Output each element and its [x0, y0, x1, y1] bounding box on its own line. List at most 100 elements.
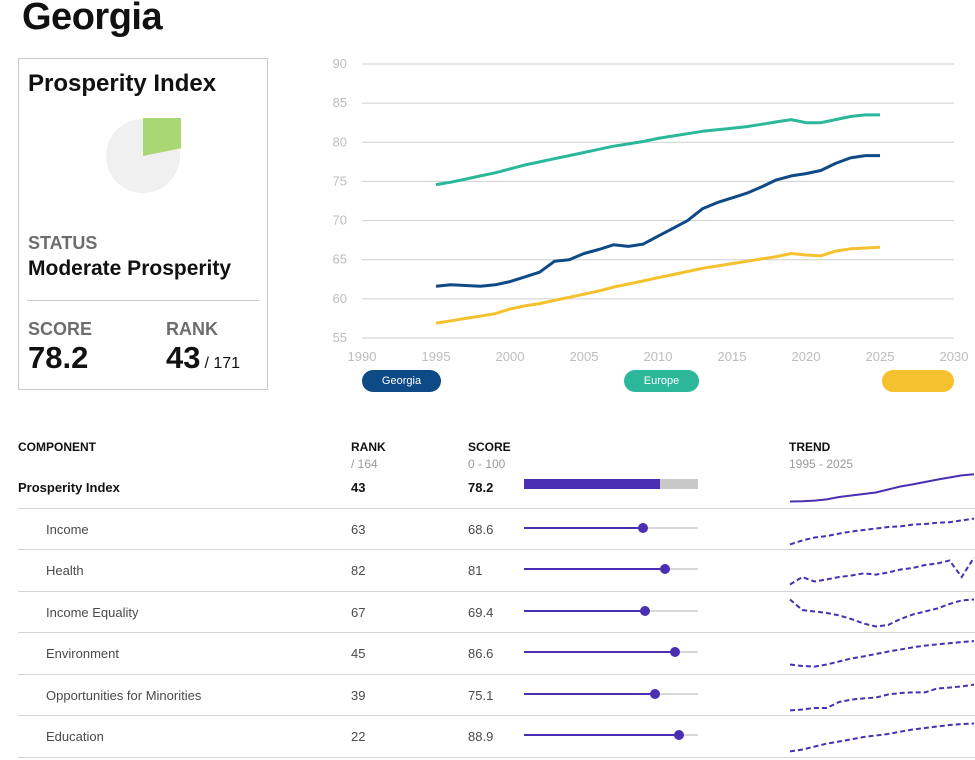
trend-line — [789, 556, 975, 586]
component-name: Income Equality — [46, 604, 139, 620]
series-line-series-2 — [435, 245, 881, 325]
score-dot — [639, 605, 650, 616]
pie-slice — [142, 118, 181, 156]
x-tick-label: 2030 — [940, 349, 969, 364]
legend-georgia[interactable]: Georgia — [362, 370, 441, 392]
line-chart: 55 60 65 70 75 80 85 90 1990 1995 2000 2005 2010 2015… — [333, 56, 969, 364]
y-tick-label: 90 — [333, 56, 347, 71]
score-dot — [659, 564, 670, 574]
trend-line — [789, 683, 975, 711]
y-tick-label: 85 — [333, 95, 347, 110]
country-title: Georgia — [22, 0, 163, 38]
header-trend-sub: 1995 - 2025 — [789, 457, 854, 471]
score-slider — [524, 730, 698, 740]
score-slider — [524, 605, 698, 616]
trend-sparkline — [789, 683, 975, 711]
score-slider — [524, 522, 698, 533]
component-score: 88.9 — [468, 729, 494, 744]
x-tick-label: 1995 — [422, 349, 451, 364]
trend-line — [789, 473, 975, 503]
score-bar-fill — [524, 479, 661, 489]
trend-line — [789, 517, 975, 545]
card-title: Prosperity Index — [28, 70, 217, 97]
trend-sparkline — [789, 722, 975, 753]
y-tick-label: 80 — [333, 134, 347, 149]
rank-value: 43/ 171 — [166, 340, 240, 376]
rank-total: / 171 — [204, 355, 241, 372]
component-name: Opportunities for Minorities — [46, 687, 202, 703]
table-row[interactable]: Health 82 81 — [18, 550, 975, 592]
score-dot — [649, 688, 660, 699]
trend-line — [789, 598, 975, 628]
component-name: Prosperity Index — [18, 480, 120, 495]
component-score: 69.4 — [468, 604, 494, 620]
x-tick-label: 2000 — [496, 349, 525, 364]
trend-sparkline — [789, 517, 975, 545]
component-score: 75.1 — [468, 687, 494, 703]
prosperity-card: Prosperity Index STATUS Moderate Prosper… — [18, 58, 268, 390]
header-component: COMPONENT — [18, 440, 96, 454]
score-fill — [524, 609, 645, 612]
component-name: Income — [46, 521, 89, 537]
y-tick-label: 55 — [333, 330, 347, 345]
x-tick-label: 2025 — [866, 349, 895, 364]
legend-other[interactable] — [882, 370, 954, 392]
rank-label: RANK — [166, 319, 218, 339]
header-score-sub: 0 - 100 — [468, 457, 506, 471]
component-rank: 67 — [351, 604, 366, 620]
trend-sparkline — [789, 598, 975, 628]
score-slider — [524, 564, 698, 574]
score-dot — [673, 730, 684, 740]
series-line-georgia — [435, 154, 880, 288]
score-value: 78.2 — [28, 340, 89, 375]
component-score: 68.6 — [468, 521, 494, 537]
table-row[interactable]: Environment 45 86.6 — [18, 633, 975, 675]
component-rank: 39 — [351, 687, 366, 703]
x-tick-label: 2010 — [644, 349, 673, 364]
legend-europe[interactable]: Europe — [624, 370, 699, 392]
score-dot — [669, 647, 680, 657]
score-slider — [524, 688, 698, 699]
header-rank-sub: / 164 — [351, 457, 378, 471]
prosperity-pie — [106, 118, 181, 193]
table-row[interactable]: Opportunities for Minorities 39 75.1 — [18, 675, 975, 716]
x-tick-label: 1990 — [348, 349, 377, 364]
table-row[interactable]: Income 63 68.6 — [18, 509, 975, 550]
x-tick-label: 2005 — [570, 349, 599, 364]
card-divider — [27, 300, 259, 301]
y-tick-label: 75 — [333, 173, 347, 188]
series-line-europe — [435, 113, 880, 187]
y-tick-label: 60 — [333, 291, 347, 306]
x-tick-label: 2015 — [718, 349, 747, 364]
status-label: STATUS — [28, 233, 98, 253]
component-score: 86.6 — [468, 646, 494, 661]
component-name: Education — [46, 729, 104, 744]
table-row[interactable]: Prosperity Index 43 78.2 — [18, 467, 975, 509]
component-rank: 45 — [351, 646, 366, 661]
y-tick-label: 70 — [333, 213, 347, 228]
trend-line — [789, 722, 975, 753]
score-fill — [524, 734, 679, 736]
score-bar — [524, 479, 698, 489]
component-score: 81 — [468, 563, 483, 578]
trend-line — [789, 640, 975, 668]
header-rank: RANK — [351, 440, 386, 454]
table-row[interactable]: Education 22 88.9 — [18, 716, 975, 758]
header-trend: TREND — [789, 440, 831, 454]
component-rank: 82 — [351, 563, 366, 578]
x-tick-label: 2020 — [792, 349, 821, 364]
score-fill — [524, 526, 644, 529]
component-name: Environment — [46, 646, 119, 661]
header-score: SCORE — [468, 440, 511, 454]
table-row[interactable]: Income Equality 67 69.4 — [18, 592, 975, 633]
score-slider — [524, 647, 698, 657]
component-rank: 43 — [351, 480, 366, 495]
status-value: Moderate Prosperity — [28, 257, 232, 280]
trend-sparkline — [789, 473, 975, 503]
trend-sparkline — [789, 640, 975, 668]
trend-sparkline — [789, 556, 975, 586]
component-rank: 63 — [351, 521, 366, 537]
rank-number: 43 — [166, 340, 201, 375]
score-fill — [524, 651, 675, 653]
y-tick-label: 65 — [333, 252, 347, 267]
